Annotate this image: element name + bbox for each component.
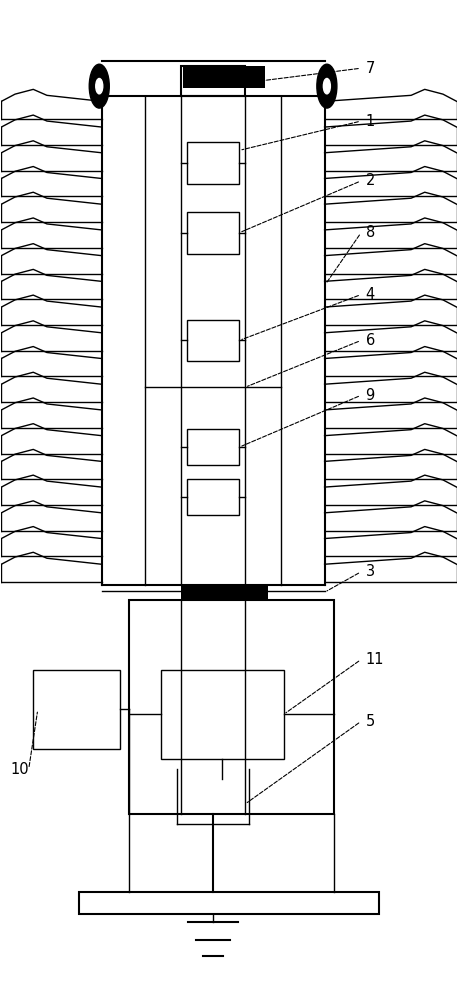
- Circle shape: [96, 78, 103, 94]
- Text: 2: 2: [365, 173, 375, 188]
- Bar: [187, 320, 239, 361]
- Bar: [79, 892, 379, 914]
- Bar: [184, 66, 266, 88]
- Text: 6: 6: [365, 333, 375, 348]
- Bar: [181, 66, 245, 96]
- Bar: [161, 670, 284, 759]
- Bar: [187, 142, 239, 184]
- Text: 8: 8: [365, 225, 375, 240]
- Text: 3: 3: [365, 564, 375, 579]
- Text: 11: 11: [365, 652, 384, 667]
- Text: 9: 9: [365, 388, 375, 403]
- Circle shape: [323, 78, 330, 94]
- Bar: [187, 479, 239, 515]
- Text: 7: 7: [365, 61, 375, 76]
- Text: 5: 5: [365, 714, 375, 729]
- Bar: [187, 429, 239, 465]
- Text: 1: 1: [365, 114, 375, 129]
- Text: 10: 10: [11, 762, 29, 777]
- Text: 4: 4: [365, 287, 375, 302]
- Bar: [181, 585, 267, 600]
- Circle shape: [317, 64, 337, 108]
- Bar: [33, 670, 120, 749]
- Circle shape: [89, 64, 109, 108]
- Bar: [129, 600, 334, 814]
- Bar: [187, 212, 239, 254]
